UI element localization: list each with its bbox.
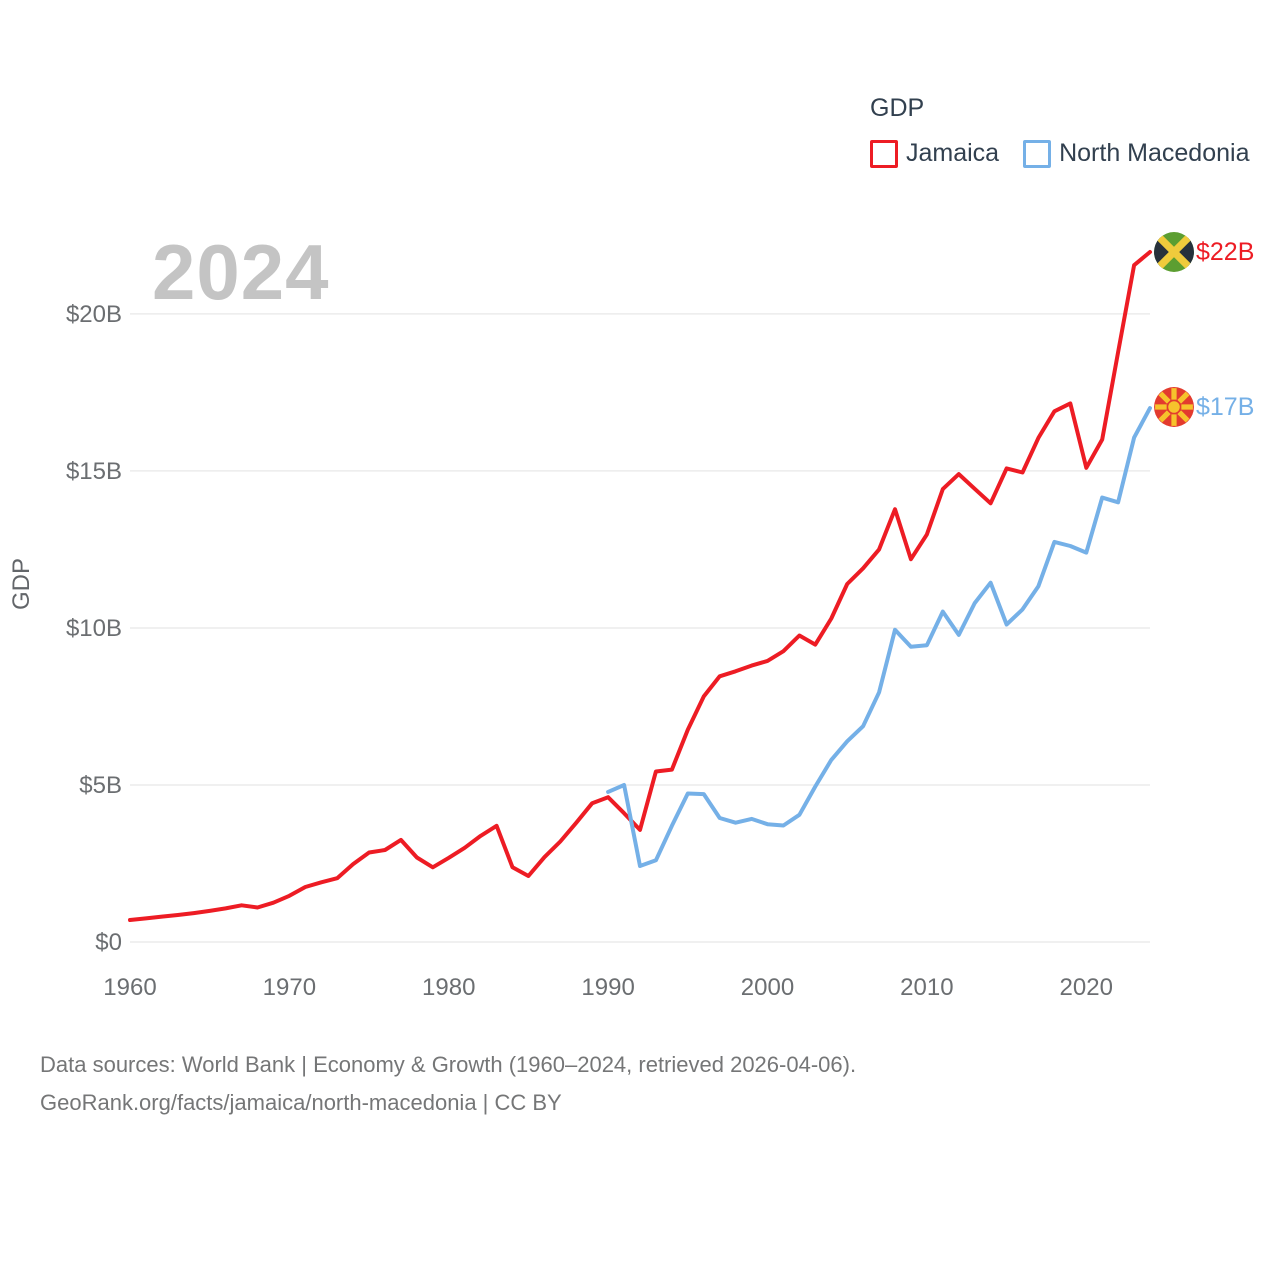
- x-tick-label: 1980: [422, 974, 475, 1001]
- x-tick-label: 2010: [900, 974, 953, 1001]
- x-tick-label: 2020: [1060, 974, 1113, 1001]
- y-tick-label: $20B: [66, 301, 122, 328]
- y-tick-label: $0: [95, 929, 122, 956]
- legend-item-north-macedonia[interactable]: North Macedonia: [1023, 139, 1249, 168]
- year-watermark: 2024: [152, 228, 330, 316]
- footer-sources-line: Data sources: World Bank | Economy & Gro…: [40, 1052, 857, 1077]
- north-macedonia-swatch-icon: [1023, 139, 1052, 168]
- x-tick-labels-group: 1960 1970 1980 1990 2000 2010 2020: [103, 974, 1113, 1001]
- north-macedonia-flag-icon: [1154, 387, 1194, 427]
- series-lines-group: [128, 250, 1152, 922]
- y-tick-label: $5B: [79, 772, 122, 799]
- legend-item-jamaica[interactable]: Jamaica: [870, 139, 999, 168]
- jamaica-flag-icon: [1154, 232, 1194, 272]
- y-tick-labels-group: $0 $5B $10B $15B $20B: [66, 301, 122, 956]
- north-macedonia-line: [606, 406, 1152, 868]
- footer-attribution-line: GeoRank.org/facts/jamaica/north-macedoni…: [40, 1090, 562, 1115]
- y-axis-title: GDP: [8, 558, 35, 611]
- y-tick-label: $15B: [66, 458, 122, 485]
- x-tick-label: 2000: [741, 974, 794, 1001]
- x-tick-label: 1990: [581, 974, 634, 1001]
- legend-label-north-macedonia: North Macedonia: [1059, 139, 1250, 167]
- jamaica-line: [128, 250, 1152, 922]
- north-macedonia-end-value: $17B: [1196, 393, 1255, 421]
- gridlines-group: [130, 313, 1150, 943]
- legend: GDP Jamaica North Macedonia: [870, 94, 1249, 168]
- jamaica-end-value: $22B: [1196, 238, 1255, 266]
- jamaica-swatch-icon: [870, 139, 898, 168]
- legend-title: GDP: [870, 94, 925, 122]
- y-tick-label: $10B: [66, 615, 122, 642]
- x-tick-label: 1970: [263, 974, 316, 1001]
- legend-label-jamaica: Jamaica: [906, 139, 1000, 167]
- x-tick-label: 1960: [103, 974, 156, 1001]
- legend-row: Jamaica North Macedonia: [870, 139, 1249, 168]
